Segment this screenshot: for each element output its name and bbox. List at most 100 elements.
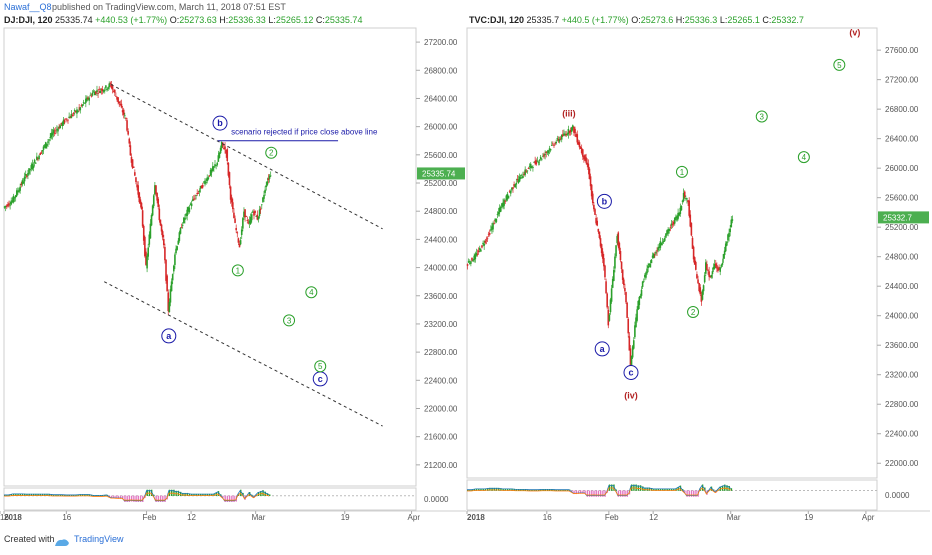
candle-body [704, 275, 706, 282]
candle-body [603, 258, 605, 266]
candle-body [688, 200, 690, 215]
candle-body [71, 114, 73, 118]
candle-body [621, 262, 623, 269]
wave-label-blue: c [318, 374, 323, 384]
candle-body [712, 271, 714, 274]
x-tick-label: Apr [862, 513, 875, 522]
candle-body [107, 87, 109, 89]
candle-body [528, 168, 530, 169]
candle-body [514, 185, 516, 188]
candle-body [220, 148, 222, 153]
tradingview-brand-link[interactable]: TradingView [74, 528, 124, 550]
candle-body [267, 181, 269, 185]
y-tick-label: 27200.00 [885, 76, 919, 85]
candle-body [622, 270, 624, 280]
candle-body [98, 89, 100, 90]
candle-body [508, 196, 510, 199]
candle-body [19, 187, 21, 191]
candle-body [707, 270, 709, 271]
candle-body [537, 161, 539, 162]
candle-body [605, 281, 607, 293]
upper-trendline [111, 84, 383, 228]
candle-body [531, 166, 533, 167]
candle-body [576, 134, 578, 142]
candle-body [655, 252, 657, 254]
candle-body [512, 187, 514, 189]
candle-body [613, 270, 615, 281]
candle-body [182, 225, 184, 226]
candle-body [160, 220, 162, 226]
candle-body [110, 83, 112, 84]
candle-body [582, 149, 584, 156]
candle-body [46, 144, 48, 146]
plot-frame [4, 28, 416, 486]
candle-body [192, 199, 194, 201]
y-tick-label: 27200.00 [424, 38, 458, 47]
y-tick-label: 21600.00 [424, 433, 458, 442]
tradingview-logo-icon[interactable] [54, 533, 70, 555]
candle-body [126, 120, 128, 130]
y-tick-label: 22800.00 [885, 400, 919, 409]
chart-panel-0: 27200.0026800.0026400.0026000.0025600.00… [4, 28, 466, 522]
candle-body [530, 164, 532, 168]
candle-body [609, 315, 611, 321]
candle-body [532, 167, 534, 168]
candle-body [189, 208, 191, 212]
y-tick-label: 22400.00 [424, 376, 458, 385]
candle-body [539, 160, 541, 161]
candle-body [538, 162, 540, 163]
candle-body [477, 254, 479, 255]
candle-body [35, 163, 37, 164]
candle-body [199, 191, 201, 192]
wave-label-green: 2 [269, 149, 274, 158]
candle-body [82, 105, 84, 106]
candle-body [510, 191, 512, 194]
candle-body [36, 157, 38, 160]
wave-label-blue: c [628, 368, 633, 378]
charts-canvas[interactable]: 27200.0026800.0026400.0026000.0025600.00… [0, 0, 932, 528]
candle-body [123, 110, 125, 115]
candle-body [726, 241, 728, 245]
candle-body [626, 303, 628, 318]
candle-body [640, 296, 642, 298]
candle-body [244, 209, 246, 217]
candle-body [162, 231, 164, 237]
osc-histogram-bar [627, 491, 628, 497]
candle-body [97, 93, 99, 94]
candle-body [620, 251, 622, 260]
y-tick-label: 23200.00 [424, 320, 458, 329]
candle-body [29, 169, 31, 170]
candle-body [258, 216, 260, 219]
candle-body [604, 266, 606, 278]
candle-body [722, 263, 724, 265]
candle-body [596, 221, 598, 226]
candle-body [169, 302, 171, 312]
candle-body [181, 227, 183, 228]
y-tick-label: 27600.00 [885, 46, 919, 55]
candle-body [646, 269, 648, 274]
x-tick-label: Feb [143, 513, 157, 522]
candle-body [471, 258, 473, 261]
candle-body [483, 244, 485, 246]
candle-body [150, 224, 152, 239]
wave-label-red: (iv) [624, 390, 638, 400]
candle-body [598, 229, 600, 232]
candle-body [486, 240, 488, 241]
wave-label-green: 1 [680, 168, 685, 177]
candle-body [639, 297, 641, 305]
candle-body [134, 172, 136, 175]
candle-body [661, 243, 663, 245]
last-price-label: 25332.7 [883, 213, 912, 222]
candle-body [96, 90, 98, 92]
candle-body [13, 196, 15, 203]
candle-body [114, 90, 116, 93]
wave-label-green: 5 [318, 362, 323, 371]
x-tick-label: Feb [605, 513, 619, 522]
candle-body [215, 165, 217, 166]
osc-tick-label: 0.0000 [885, 491, 910, 500]
candle-body [625, 292, 627, 302]
candle-body [247, 220, 249, 221]
candle-body [57, 129, 59, 132]
y-tick-label: 25600.00 [885, 194, 919, 203]
candle-body [213, 166, 215, 168]
